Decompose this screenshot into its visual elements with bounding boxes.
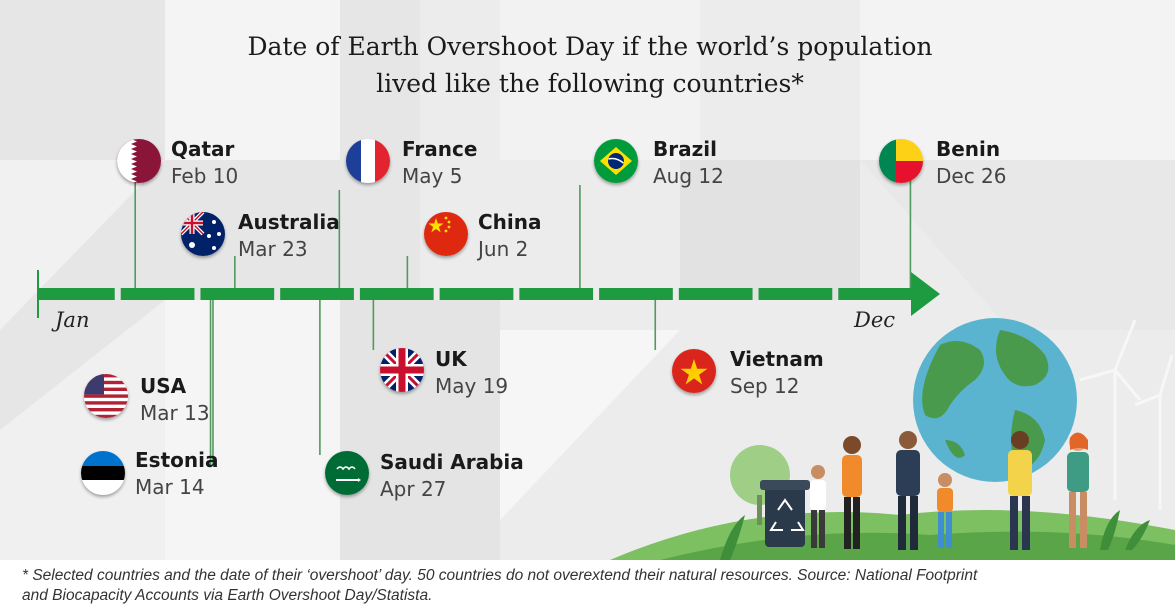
timeline-axis xyxy=(37,160,940,465)
qatar-flag-icon xyxy=(117,139,161,183)
globe-people-illustration-icon xyxy=(610,318,1175,560)
point-date-saudi-arabia: Apr 27 xyxy=(380,477,447,501)
timeline-month-segment xyxy=(280,288,354,300)
point-date-uk: May 19 xyxy=(435,374,509,398)
vietnam-flag-icon xyxy=(672,349,716,393)
chart-title-line-1: Date of Earth Overshoot Day if the world… xyxy=(247,32,933,61)
point-label-china: China xyxy=(478,210,542,234)
chart-title: Date of Earth Overshoot Day if the world… xyxy=(190,28,990,102)
point-date-france: May 5 xyxy=(402,164,463,188)
point-label-qatar: Qatar xyxy=(171,137,235,161)
brazil-flag-icon xyxy=(594,139,638,183)
point-label-usa: USA xyxy=(140,374,187,398)
point-label-brazil: Brazil xyxy=(653,137,717,161)
benin-flag-icon xyxy=(879,139,923,183)
estonia-flag-icon xyxy=(81,451,125,495)
point-date-usa: Mar 13 xyxy=(140,401,210,425)
point-label-uk: UK xyxy=(435,347,467,371)
axis-start-label: Jan xyxy=(55,308,90,332)
point-date-benin: Dec 26 xyxy=(936,164,1007,188)
chart-canvas: Date of Earth Overshoot Day if the world… xyxy=(0,0,1175,560)
point-label-benin: Benin xyxy=(936,137,1001,161)
timeline-arrowhead xyxy=(911,272,940,316)
timeline-month-segment xyxy=(599,288,673,300)
timeline-month-segment xyxy=(120,288,195,300)
timeline-month-segment xyxy=(838,288,912,300)
chart-title-line-2: lived like the following countries* xyxy=(376,69,804,98)
timeline-month-segment xyxy=(678,288,753,300)
timeline-month-segment xyxy=(38,288,115,300)
timeline-month-segment xyxy=(758,288,833,300)
point-label-france: France xyxy=(402,137,478,161)
point-date-qatar: Feb 10 xyxy=(171,164,239,188)
point-date-australia: Mar 23 xyxy=(238,237,308,261)
axis-end-label: Dec xyxy=(854,308,896,332)
point-label-australia: Australia xyxy=(238,210,340,234)
timeline-month-segment xyxy=(359,288,434,300)
timeline-month-segment xyxy=(439,288,514,300)
point-label-saudi-arabia: Saudi Arabia xyxy=(380,450,524,474)
point-date-china: Jun 2 xyxy=(478,237,529,261)
point-date-brazil: Aug 12 xyxy=(653,164,724,188)
uk-flag-icon xyxy=(380,348,424,392)
timeline-month-segment xyxy=(519,288,594,300)
saudi-arabia-flag-icon xyxy=(325,451,369,495)
china-flag-icon xyxy=(424,212,468,256)
point-date-vietnam: Sep 12 xyxy=(730,374,800,398)
point-date-estonia: Mar 14 xyxy=(135,475,205,499)
footnote-line-1: * Selected countries and the date of the… xyxy=(22,567,978,584)
point-label-estonia: Estonia xyxy=(135,448,219,472)
australia-flag-icon xyxy=(181,212,225,256)
france-flag-icon xyxy=(346,139,390,183)
usa-flag-icon xyxy=(84,374,128,418)
footnote: * Selected countries and the date of the… xyxy=(22,566,1162,606)
point-label-vietnam: Vietnam xyxy=(730,347,824,371)
footnote-line-2: and Biocapacity Accounts via Earth Overs… xyxy=(22,587,433,604)
timeline-month-segment xyxy=(200,288,275,300)
